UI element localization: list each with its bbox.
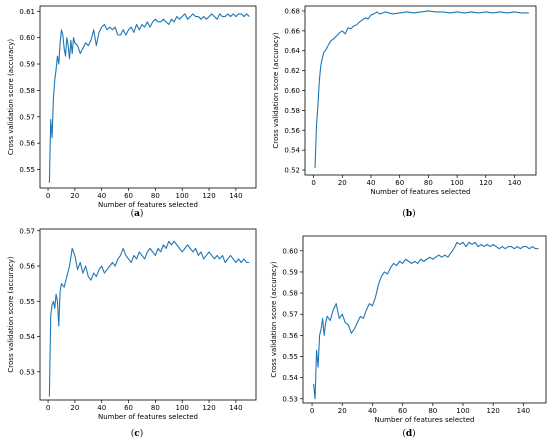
x-tick-label: 0 xyxy=(311,179,315,187)
series-line xyxy=(48,13,250,183)
y-tick-label: 0.55 xyxy=(19,298,35,306)
caption-prefix: ( xyxy=(402,428,406,439)
axes-frame xyxy=(39,228,257,401)
x-tick-label: 100 xyxy=(176,192,189,200)
y-axis-label: Cross validation score (accuracy) xyxy=(270,261,278,377)
panel-caption: (b) xyxy=(402,208,415,219)
x-tick-label: 120 xyxy=(202,192,215,200)
x-tick-label: 60 xyxy=(124,404,133,412)
x-tick-label: 100 xyxy=(456,407,469,415)
x-axis-label: Number of features selected xyxy=(98,413,198,421)
x-tick-label: 120 xyxy=(486,407,499,415)
x-tick-label: 40 xyxy=(97,404,106,412)
y-tick-label: 0.60 xyxy=(284,87,300,95)
y-tick-label: 0.56 xyxy=(282,332,298,340)
x-tick-label: 20 xyxy=(70,404,79,412)
x-tick-label: 80 xyxy=(424,179,433,187)
x-tick-label: 80 xyxy=(151,404,160,412)
y-axis-label: Cross validation score (accuracy) xyxy=(7,39,15,155)
caption-letter: b xyxy=(406,209,412,219)
y-tick-label: 0.56 xyxy=(284,127,300,135)
panel-caption: (a) xyxy=(131,208,144,219)
x-tick-label: 0 xyxy=(46,192,50,200)
x-tick-label: 140 xyxy=(508,179,521,187)
y-tick-label: 0.54 xyxy=(284,147,300,155)
y-tick-label: 0.54 xyxy=(282,374,298,382)
y-tick-label: 0.59 xyxy=(19,61,35,69)
y-tick-label: 0.57 xyxy=(19,113,35,121)
x-tick-label: 120 xyxy=(202,404,215,412)
y-tick-label: 0.54 xyxy=(19,333,35,341)
caption-suffix: ) xyxy=(140,208,144,219)
panel-b: 0 20 40 60 80 100 120 140 0.52 0.54 0.56 0.58 0.60 0.… xyxy=(272,5,537,219)
x-tick-label: 120 xyxy=(479,179,492,187)
series-line xyxy=(313,241,539,400)
panel-a: 0 20 40 60 80 100 120 140 0.55 0.56 0.57 0.58 0.59 0.… xyxy=(7,5,257,219)
caption-letter: a xyxy=(134,209,140,219)
x-tick-label: 140 xyxy=(229,192,242,200)
y-tick-label: 0.55 xyxy=(282,353,298,361)
y-axis-label: Cross validation score (accuracy) xyxy=(272,32,280,148)
y-tick-label: 0.52 xyxy=(284,167,300,175)
y-tick-label: 0.58 xyxy=(19,87,35,95)
y-tick-label: 0.62 xyxy=(284,67,300,75)
x-tick-label: 40 xyxy=(367,179,376,187)
y-tick-label: 0.56 xyxy=(19,140,35,148)
caption-suffix: ) xyxy=(412,428,416,439)
panel-caption: (c) xyxy=(131,428,144,439)
y-tick-label: 0.60 xyxy=(282,247,298,255)
x-tick-label: 20 xyxy=(338,179,347,187)
y-tick-label: 0.53 xyxy=(282,395,298,403)
x-axis-label: Number of features selected xyxy=(370,188,470,196)
axes-frame xyxy=(39,5,257,189)
y-tick-label: 0.57 xyxy=(19,227,35,235)
y-tick-label: 0.58 xyxy=(282,290,298,298)
caption-prefix: ( xyxy=(131,428,135,439)
x-tick-label: 40 xyxy=(97,192,106,200)
x-tick-label: 20 xyxy=(70,192,79,200)
x-tick-label: 0 xyxy=(310,407,314,415)
x-tick-label: 20 xyxy=(338,407,347,415)
x-tick-label: 140 xyxy=(517,407,530,415)
x-tick-label: 60 xyxy=(124,192,133,200)
x-tick-label: 60 xyxy=(398,407,407,415)
panel-d: 0 20 40 60 80 100 120 140 0.53 0.54 0.55 0.56 0.57 0.… xyxy=(270,235,547,439)
y-axis-label: Cross validation score (accuracy) xyxy=(7,256,15,372)
y-tick-label: 0.64 xyxy=(284,47,300,55)
y-tick-label: 0.58 xyxy=(284,107,300,115)
x-tick-label: 0 xyxy=(46,404,50,412)
x-axis-label: Number of features selected xyxy=(374,416,474,424)
y-tick-label: 0.66 xyxy=(284,27,300,35)
y-tick-label: 0.68 xyxy=(284,7,300,15)
y-tick-label: 0.59 xyxy=(282,268,298,276)
caption-letter: c xyxy=(134,429,140,439)
caption-prefix: ( xyxy=(131,208,135,219)
y-tick-label: 0.60 xyxy=(19,34,35,42)
x-tick-label: 60 xyxy=(395,179,404,187)
x-tick-label: 100 xyxy=(176,404,189,412)
panel-c: 0 20 40 60 80 100 120 140 0.53 0.54 0.55 0.56 0.57 Nu… xyxy=(7,227,257,439)
axes-frame xyxy=(302,235,547,404)
caption-letter: d xyxy=(406,429,413,439)
y-tick-label: 0.53 xyxy=(19,368,35,376)
x-tick-label: 80 xyxy=(151,192,160,200)
caption-suffix: ) xyxy=(412,208,416,219)
x-tick-label: 40 xyxy=(368,407,377,415)
caption-prefix: ( xyxy=(402,208,406,219)
y-tick-label: 0.56 xyxy=(19,263,35,271)
series-line xyxy=(48,240,250,397)
y-tick-label: 0.55 xyxy=(19,166,35,174)
x-tick-label: 80 xyxy=(428,407,437,415)
x-axis-label: Number of features selected xyxy=(98,201,198,209)
y-tick-label: 0.61 xyxy=(19,8,35,16)
x-tick-label: 140 xyxy=(229,404,242,412)
series-line xyxy=(314,10,529,169)
y-tick-label: 0.57 xyxy=(282,311,298,319)
axes-frame xyxy=(304,5,537,176)
panel-caption: (d) xyxy=(402,428,415,439)
caption-suffix: ) xyxy=(140,428,144,439)
x-tick-label: 100 xyxy=(450,179,463,187)
